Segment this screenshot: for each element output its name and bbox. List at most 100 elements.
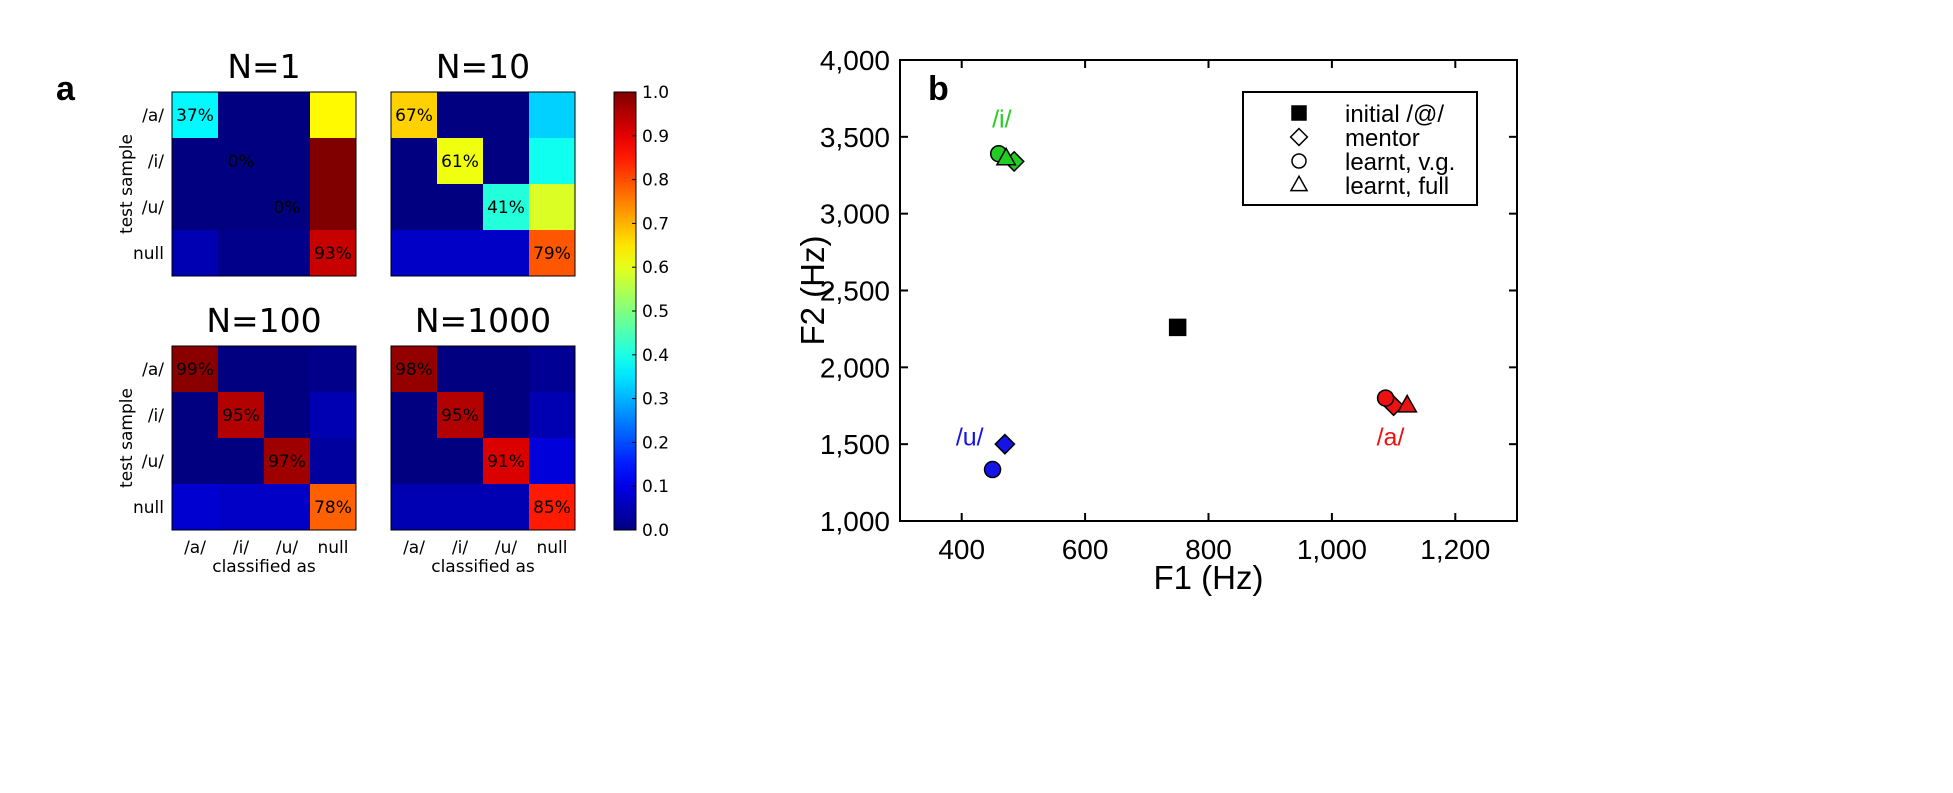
heatmap-frame <box>390 345 576 531</box>
row-tick-label: /a/ <box>142 106 164 126</box>
point-square <box>1168 318 1187 337</box>
y-tick-label: 1,000 <box>820 506 890 537</box>
heatmap-cell <box>310 138 356 184</box>
heatmap-cell <box>310 392 356 438</box>
cell-label: 79% <box>533 244 571 264</box>
heatmap-cell <box>264 346 310 392</box>
heatmap-cell <box>529 138 575 184</box>
col-tick-label: /a/ <box>184 538 206 558</box>
heatmap-cell <box>218 484 264 530</box>
y-tick-label: 4,000 <box>820 45 890 76</box>
heatmap-cell <box>483 230 529 276</box>
heatmap-title: N=1 <box>227 47 300 86</box>
legend-marker-triangle <box>1289 174 1309 192</box>
cell-label: 98% <box>395 360 433 380</box>
heatmap-1: N=1 37% 0% 0% 93% /a/ /i/ /u/null test sample <box>117 47 357 277</box>
heatmap-cell <box>391 92 437 138</box>
colorbar-tick-label: 0.2 <box>642 433 669 453</box>
heatmap-ylabel: test sample <box>117 388 137 488</box>
colorbar-tick-label: 0.6 <box>642 258 669 278</box>
col-tick-label: /i/ <box>233 538 249 558</box>
cell-label: 93% <box>314 244 352 264</box>
heatmap-cell <box>310 346 356 392</box>
row-tick-label: /a/ <box>142 360 164 380</box>
colorbar-tick-label: 0.7 <box>642 214 669 234</box>
point-diamond <box>994 433 1016 455</box>
colorbar-tick-label: 0.9 <box>642 127 669 147</box>
heatmap-cell <box>483 438 529 484</box>
heatmap-cell <box>264 184 310 230</box>
heatmap-ylabel: test sample <box>117 134 137 234</box>
col-tick-label: null <box>318 538 349 558</box>
heatmap-cell <box>264 392 310 438</box>
heatmap-cell <box>172 138 218 184</box>
col-tick-label: /a/ <box>403 538 425 558</box>
heatmap-xlabel: classified as <box>212 557 316 577</box>
legend-label: learnt, v.g. <box>1345 149 1455 176</box>
col-tick-label: /i/ <box>452 538 468 558</box>
heatmap-cell <box>172 230 218 276</box>
heatmap-cell <box>437 346 483 392</box>
x-tick-label: 1,200 <box>1420 534 1490 565</box>
heatmap-cell <box>391 184 437 230</box>
row-tick-label: /u/ <box>142 452 165 472</box>
colorbar-tick-label: 0.0 <box>642 521 669 541</box>
legend-frame <box>1242 91 1478 206</box>
y-axis-label: F2 (Hz) <box>794 236 831 346</box>
x-tick-label: 400 <box>938 534 985 565</box>
heatmap-cell <box>264 484 310 530</box>
heatmap-cell <box>310 184 356 230</box>
heatmap-cell <box>529 346 575 392</box>
heatmap-cell <box>483 392 529 438</box>
heatmap-cell <box>172 92 218 138</box>
legend-label: learnt, full <box>1345 173 1449 200</box>
scatter-chart: 400 600 800 1,000 1,200 1,000 1,500 2,000 2,500 3… <box>794 45 1518 596</box>
row-tick-label: null <box>133 498 164 518</box>
x-axis-label: F1 (Hz) <box>1154 559 1264 596</box>
legend-marker-square <box>1291 105 1307 121</box>
heatmap-cell <box>437 230 483 276</box>
heatmap-cell <box>391 138 437 184</box>
heatmap-cell <box>310 438 356 484</box>
heatmap-cell <box>310 230 356 276</box>
colorbar-tick-label: 0.1 <box>642 477 669 497</box>
heatmap-cell <box>437 184 483 230</box>
heatmap-cell <box>391 484 437 530</box>
heatmap-frame <box>390 91 576 277</box>
heatmap-cell <box>172 346 218 392</box>
group-label: /i/ <box>992 106 1012 134</box>
y-tick-label: 3,500 <box>820 122 890 153</box>
legend-label: initial /@/ <box>1345 101 1444 128</box>
point-circle <box>983 460 1002 479</box>
heatmap-cell <box>218 184 264 230</box>
heatmap-cell <box>437 392 483 438</box>
colorbar: 0.0 0.1 0.2 0.3 0.4 0.5 0.6 0.7 0.8 0.9 1.0 <box>613 83 669 541</box>
point-circle <box>1376 389 1395 407</box>
point-triangle <box>1396 393 1418 413</box>
heatmap-cell <box>172 438 218 484</box>
col-tick-label: null <box>537 538 568 558</box>
cell-label: 91% <box>487 452 525 472</box>
heatmap-cell <box>529 230 575 276</box>
cell-label: 95% <box>222 406 260 426</box>
row-tick-label: /i/ <box>148 406 164 426</box>
heatmap-cell <box>483 138 529 184</box>
heatmap-cell <box>529 184 575 230</box>
heatmap-cell <box>391 438 437 484</box>
cell-label: 78% <box>314 498 352 518</box>
heatmap-cell <box>483 92 529 138</box>
heatmap-cell <box>391 346 437 392</box>
heatmap-cell <box>172 392 218 438</box>
heatmap-cell <box>264 438 310 484</box>
heatmap-cell <box>529 484 575 530</box>
heatmap-cell <box>529 92 575 138</box>
heatmap-cell <box>483 184 529 230</box>
cell-label: 95% <box>441 406 479 426</box>
legend-marker-diamond <box>1289 127 1309 147</box>
heatmap-cell <box>264 92 310 138</box>
x-tick-label: 1,000 <box>1297 534 1367 565</box>
heatmap-cell <box>529 392 575 438</box>
